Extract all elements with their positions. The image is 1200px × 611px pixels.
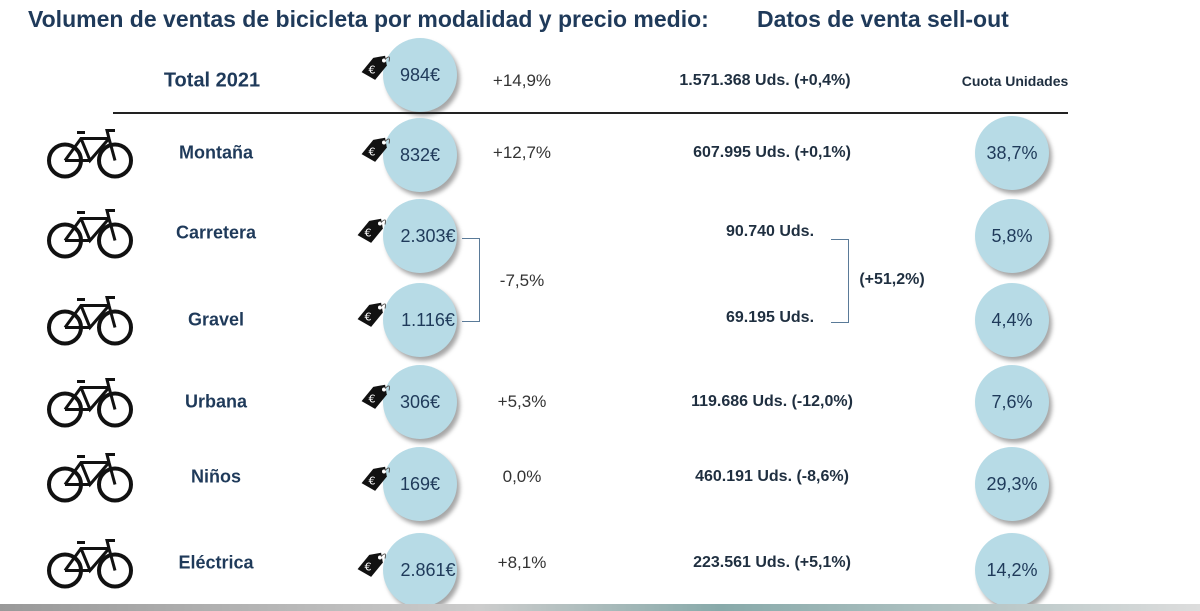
folding-bike-icon bbox=[45, 374, 135, 435]
gravel-bike-icon bbox=[45, 292, 135, 353]
price-change: +5,3% bbox=[497, 392, 547, 411]
units: 460.191 Uds. (-8,6%) bbox=[695, 468, 849, 485]
price-tag-icon: € bbox=[359, 383, 393, 416]
total-price-value: 984€ bbox=[399, 64, 441, 85]
page-title: Volumen de ventas de bicicleta por modal… bbox=[28, 6, 709, 32]
row-label: Niños bbox=[190, 466, 241, 487]
bottom-strip bbox=[0, 604, 1200, 611]
price-value: 832€ bbox=[399, 144, 441, 165]
share-circle: 38,7% bbox=[975, 116, 1049, 190]
svg-text:€: € bbox=[369, 146, 376, 159]
row-label: Carretera bbox=[175, 222, 257, 243]
share-value: 29,3% bbox=[986, 473, 1038, 494]
price-value: 306€ bbox=[399, 391, 441, 412]
units-bracket bbox=[831, 239, 849, 323]
share-value: 14,2% bbox=[986, 559, 1038, 580]
share-value: 38,7% bbox=[986, 142, 1038, 163]
share-circle: 7,6% bbox=[975, 365, 1049, 439]
share-circle: 5,8% bbox=[975, 199, 1049, 273]
price-tag-icon: € bbox=[359, 54, 393, 87]
units: 119.686 Uds. (-12,0%) bbox=[691, 393, 853, 410]
share-header: Cuota Unidades bbox=[961, 73, 1069, 89]
price-circle: 2.861€ bbox=[383, 533, 457, 607]
total-label: Total 2021 bbox=[163, 69, 261, 92]
price-bracket bbox=[462, 238, 480, 322]
kids-bike-icon bbox=[45, 449, 135, 510]
price-circle: 832€ bbox=[383, 118, 457, 192]
electric-bike-icon bbox=[45, 535, 135, 596]
units: 223.561 Uds. (+5,1%) bbox=[693, 554, 851, 571]
price-value: 2.861€ bbox=[400, 559, 456, 580]
svg-text:€: € bbox=[365, 311, 372, 324]
svg-text:€: € bbox=[369, 475, 376, 488]
price-circle: 306€ bbox=[383, 365, 457, 439]
total-units: 1.571.368 Uds. (+0,4%) bbox=[679, 72, 851, 89]
price-circle: 1.116€ bbox=[383, 283, 457, 357]
price-value: 2.303€ bbox=[400, 225, 456, 246]
price-change: +12,7% bbox=[492, 143, 552, 162]
svg-text:€: € bbox=[369, 64, 376, 77]
share-circle: 14,2% bbox=[975, 533, 1049, 607]
share-value: 5,8% bbox=[991, 225, 1033, 246]
share-circle: 4,4% bbox=[975, 283, 1049, 357]
share-value: 7,6% bbox=[991, 391, 1033, 412]
price-change: +8,1% bbox=[497, 553, 547, 572]
units: 69.195 Uds. bbox=[725, 309, 815, 326]
total-price: 984€ bbox=[383, 38, 457, 112]
units: 607.995 Uds. (+0,1%) bbox=[693, 144, 851, 161]
price-tag-icon: € bbox=[355, 551, 389, 584]
mountain-bike-icon bbox=[45, 125, 135, 186]
svg-text:€: € bbox=[369, 393, 376, 406]
units: 90.740 Uds. bbox=[725, 223, 815, 240]
total-change: +14,9% bbox=[492, 71, 552, 90]
row-label: Gravel bbox=[187, 309, 245, 330]
combined-price-change: -7,5% bbox=[499, 271, 545, 290]
price-circle: 2.303€ bbox=[383, 199, 457, 273]
price-value: 1.116€ bbox=[401, 309, 455, 330]
price-tag-icon: € bbox=[359, 465, 393, 498]
road-bike-icon bbox=[45, 205, 135, 266]
row-label: Montaña bbox=[179, 142, 253, 163]
combined-units-change: (+51,2%) bbox=[859, 271, 925, 288]
divider bbox=[113, 112, 1068, 114]
price-value: 169€ bbox=[399, 473, 441, 494]
price-tag-icon: € bbox=[355, 217, 389, 250]
price-tag-icon: € bbox=[355, 301, 389, 334]
page-subtitle: Datos de venta sell-out bbox=[757, 6, 1009, 32]
share-value: 4,4% bbox=[991, 309, 1033, 330]
row-label: Eléctrica bbox=[178, 552, 254, 573]
svg-text:€: € bbox=[365, 561, 372, 574]
price-change: 0,0% bbox=[502, 467, 542, 486]
share-circle: 29,3% bbox=[975, 447, 1049, 521]
price-circle: 169€ bbox=[383, 447, 457, 521]
row-label: Urbana bbox=[184, 391, 247, 412]
price-tag-icon: € bbox=[359, 136, 393, 169]
svg-text:€: € bbox=[365, 227, 372, 240]
